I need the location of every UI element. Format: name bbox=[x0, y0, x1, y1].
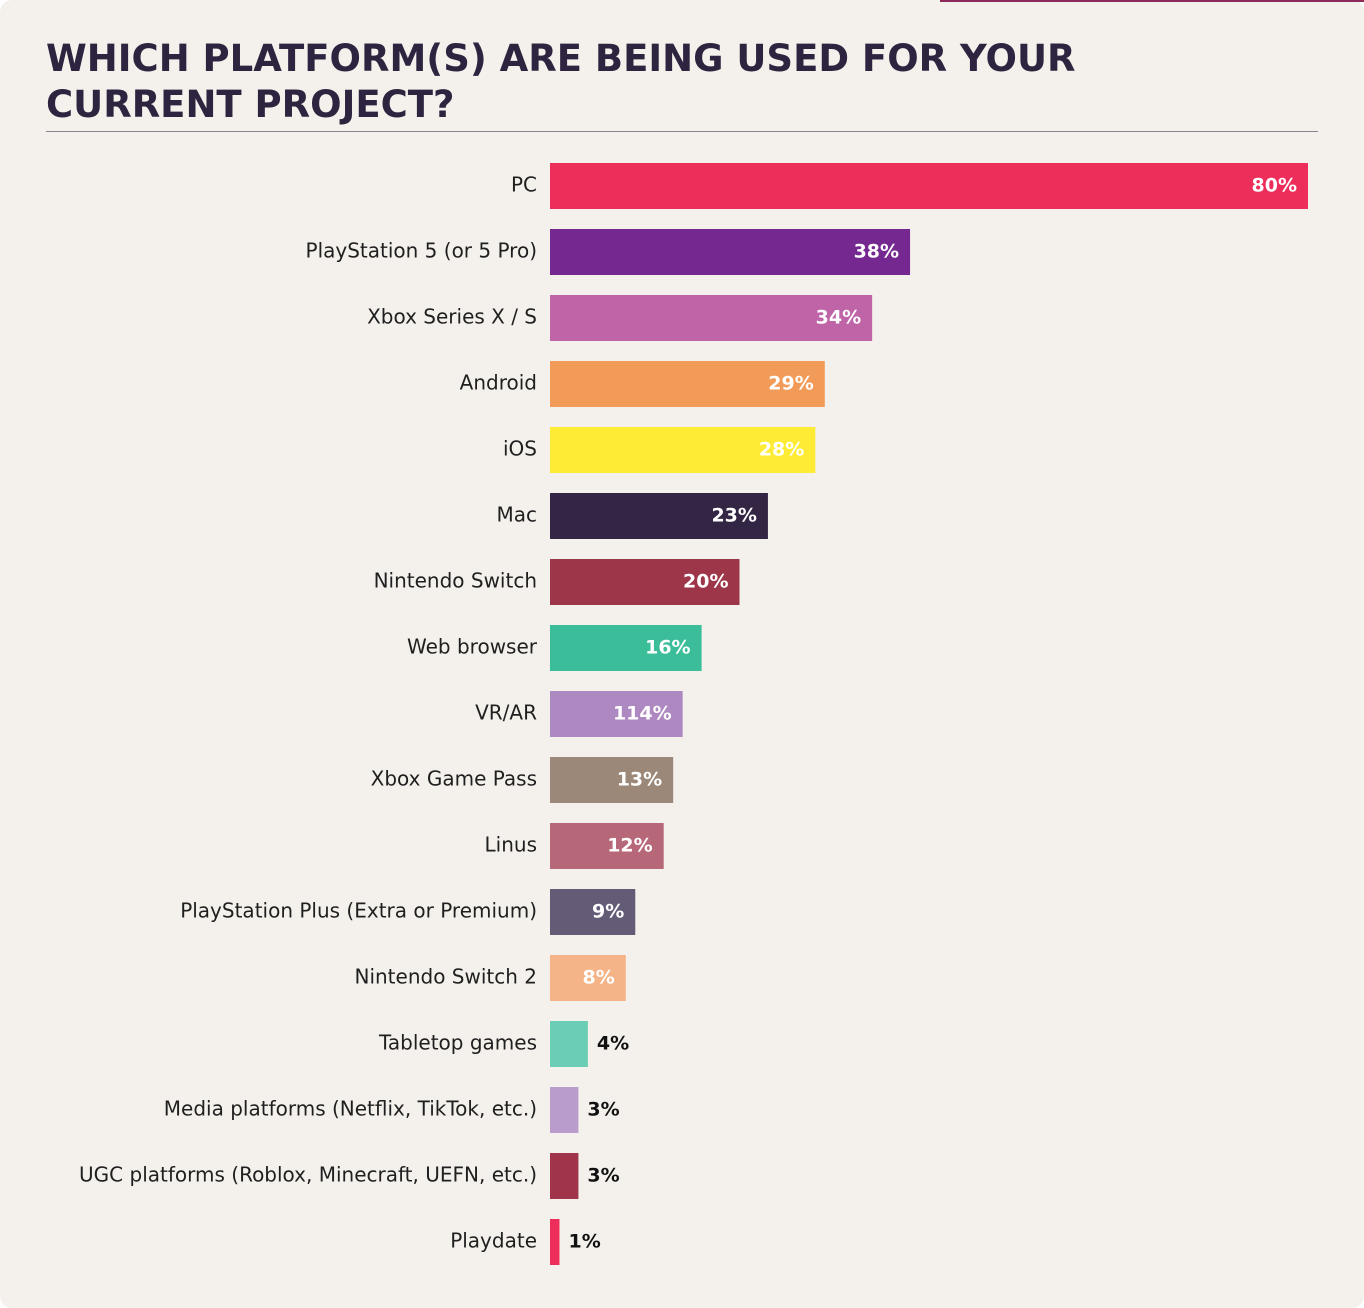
value-label: 23% bbox=[711, 505, 756, 527]
category-label: iOS bbox=[503, 437, 537, 461]
category-label: Xbox Series X / S bbox=[367, 305, 537, 329]
value-label: 29% bbox=[768, 373, 813, 395]
value-label: 9% bbox=[592, 901, 624, 923]
bar bbox=[550, 1153, 579, 1199]
bar bbox=[550, 1219, 560, 1265]
category-label: PC bbox=[511, 173, 537, 197]
value-label: 80% bbox=[1252, 175, 1297, 197]
category-label: Media platforms (Netflix, TikTok, etc.) bbox=[164, 1097, 537, 1121]
category-label: Linus bbox=[485, 833, 537, 857]
bar bbox=[550, 691, 683, 737]
bar bbox=[550, 427, 816, 473]
value-label: 16% bbox=[645, 637, 690, 659]
category-label: Nintendo Switch bbox=[374, 569, 537, 593]
category-label: Android bbox=[460, 371, 537, 395]
category-label: Web browser bbox=[407, 635, 538, 659]
value-label: 12% bbox=[607, 835, 652, 857]
category-label: PlayStation 5 (or 5 Pro) bbox=[306, 239, 537, 263]
bar bbox=[550, 559, 740, 605]
accent-strip bbox=[940, 0, 1364, 2]
bar bbox=[550, 823, 664, 869]
bar bbox=[550, 229, 911, 275]
value-label: 3% bbox=[587, 1165, 619, 1187]
value-label: 114% bbox=[613, 703, 672, 725]
category-label: PlayStation Plus (Extra or Premium) bbox=[180, 899, 537, 923]
category-label: Mac bbox=[496, 503, 537, 527]
value-label: 3% bbox=[587, 1099, 619, 1121]
value-label: 28% bbox=[759, 439, 804, 461]
chart-title: WHICH PLATFORM(S) ARE BEING USED FOR YOU… bbox=[46, 37, 1076, 126]
bar bbox=[550, 361, 825, 407]
title-rule bbox=[46, 131, 1318, 132]
category-label: VR/AR bbox=[475, 701, 537, 725]
bar bbox=[550, 295, 873, 341]
bar bbox=[550, 493, 768, 539]
value-label: 1% bbox=[568, 1231, 600, 1253]
value-label: 34% bbox=[816, 307, 861, 329]
bar bbox=[550, 163, 1308, 209]
value-label: 13% bbox=[617, 769, 662, 791]
value-label: 4% bbox=[597, 1033, 629, 1055]
category-label: Nintendo Switch 2 bbox=[354, 965, 537, 989]
category-label: UGC platforms (Roblox, Minecraft, UEFN, … bbox=[79, 1163, 537, 1187]
bar bbox=[550, 757, 674, 803]
category-label: Tabletop games bbox=[378, 1031, 537, 1055]
bar bbox=[550, 1087, 579, 1133]
category-label: Playdate bbox=[450, 1229, 537, 1253]
bar bbox=[550, 1021, 588, 1067]
category-label: Xbox Game Pass bbox=[371, 767, 537, 791]
value-label: 20% bbox=[683, 571, 728, 593]
value-label: 8% bbox=[583, 967, 615, 989]
bar bbox=[550, 889, 636, 935]
bar bbox=[550, 955, 626, 1001]
value-label: 38% bbox=[854, 241, 899, 263]
bar bbox=[550, 625, 702, 671]
